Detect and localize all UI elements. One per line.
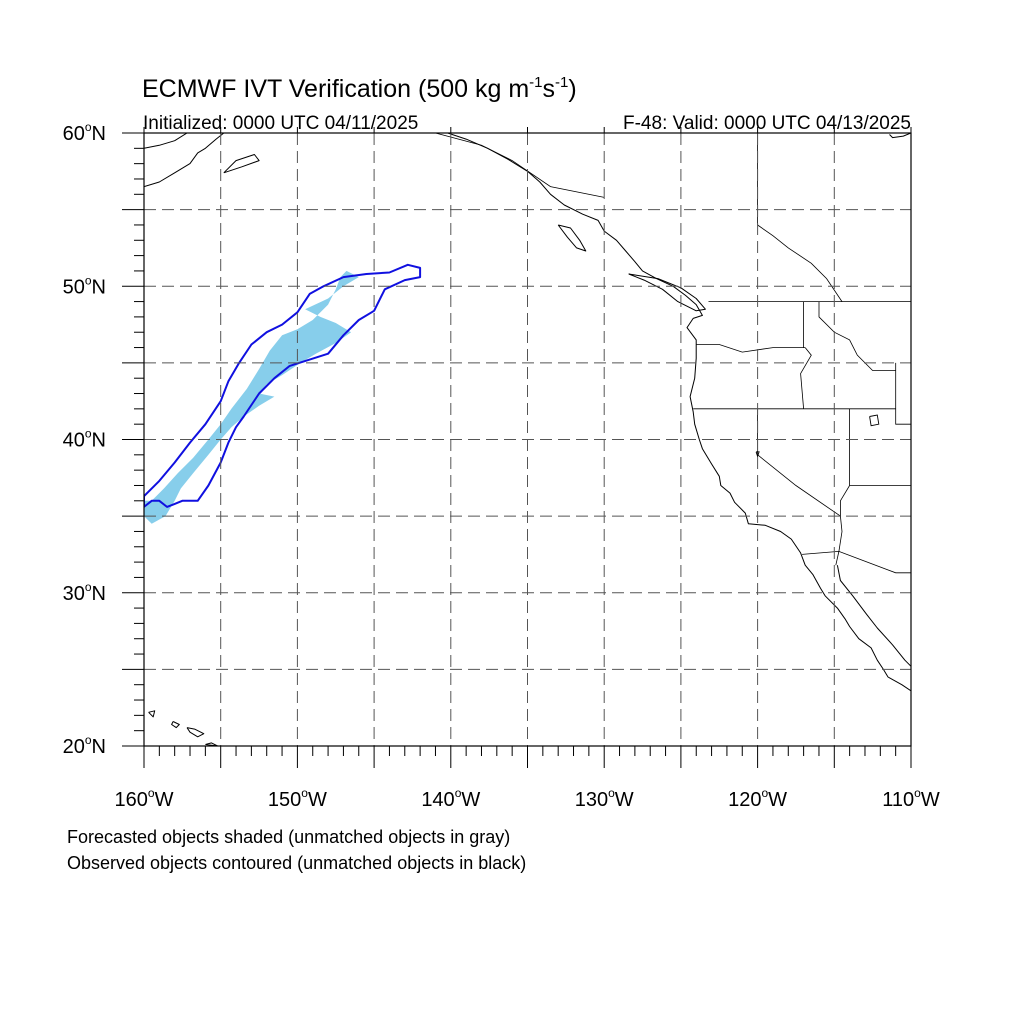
lat-tick-text: 60oN [63, 120, 106, 145]
border-nv-ut-az [840, 408, 850, 517]
coastline-gulf-of-california [836, 565, 911, 667]
axis-labels: 160oW 150oW 140oW 130oW 120oW 110oW 60oN 50oN 40… [63, 120, 940, 811]
lat-tick-text: 40oN [63, 427, 106, 452]
border-baja-sonora [835, 551, 840, 566]
lon-tick-text: 160oW [115, 786, 174, 811]
initialized-time: Initialized: 0000 UTC 04/11/2025 [143, 113, 418, 134]
coastline-alaska-north [144, 133, 188, 149]
axis-ticks [122, 127, 912, 768]
coastline-vancouver-island [628, 273, 706, 312]
lon-tick-text: 140oW [421, 786, 480, 811]
observed-object [144, 263, 422, 508]
lat-tick-text: 30oN [63, 580, 106, 605]
lon-tick-label: 150oW [268, 786, 327, 811]
coastline-haida-gwaii [557, 224, 587, 252]
border-id-mt [818, 301, 896, 371]
lon-tick-label: 160oW [115, 786, 174, 811]
lon-tick-text: 130oW [575, 786, 634, 811]
coastline-kodiak [223, 154, 260, 174]
lake-tahoe [755, 451, 760, 458]
border-bc-alberta [757, 133, 843, 302]
border-us-mexico [802, 550, 911, 574]
coastline-hawaii-3 [186, 727, 205, 738]
lon-tick-label: 130oW [575, 786, 634, 811]
lat-tick-text: 20oN [63, 733, 106, 758]
plot-area [144, 133, 911, 746]
coastline-hawaii-4 [205, 742, 219, 746]
lat-tick-text: 50oN [63, 273, 106, 298]
lake-great-salt [869, 414, 880, 427]
border-ca-nv [757, 408, 841, 517]
forecast-object [144, 270, 359, 524]
border-id-or [800, 347, 812, 409]
lon-tick-text: 150oW [268, 786, 327, 811]
border-wa-or [696, 344, 806, 353]
coastline-hudson-bay-edge [889, 133, 911, 139]
border-ak-bc [435, 133, 605, 198]
border-ca-az [838, 516, 843, 552]
map-title: ECMWF IVT Verification (500 kg m-1s-1) [142, 74, 577, 103]
coastline-alaska [144, 133, 225, 188]
coastline-hawaii [148, 710, 156, 718]
valid-time: F-48: Valid: 0000 UTC 04/13/2025 [623, 113, 911, 134]
coastline-gulf-of-alaska [447, 133, 911, 692]
lon-tick-label: 140oW [421, 786, 480, 811]
lon-tick-text: 120oW [728, 786, 787, 811]
lon-tick-label: 110oW [882, 786, 940, 811]
lon-tick-label: 120oW [728, 786, 787, 811]
border-id-ut [895, 362, 911, 425]
legend-observed-note: Observed objects contoured (unmatched ob… [67, 853, 526, 873]
lon-tick-text: 110oW [882, 786, 940, 811]
legend-forecast-note: Forecasted objects shaded (unmatched obj… [67, 827, 510, 847]
coastline-hawaii-2 [171, 721, 180, 729]
gridlines [144, 133, 911, 746]
